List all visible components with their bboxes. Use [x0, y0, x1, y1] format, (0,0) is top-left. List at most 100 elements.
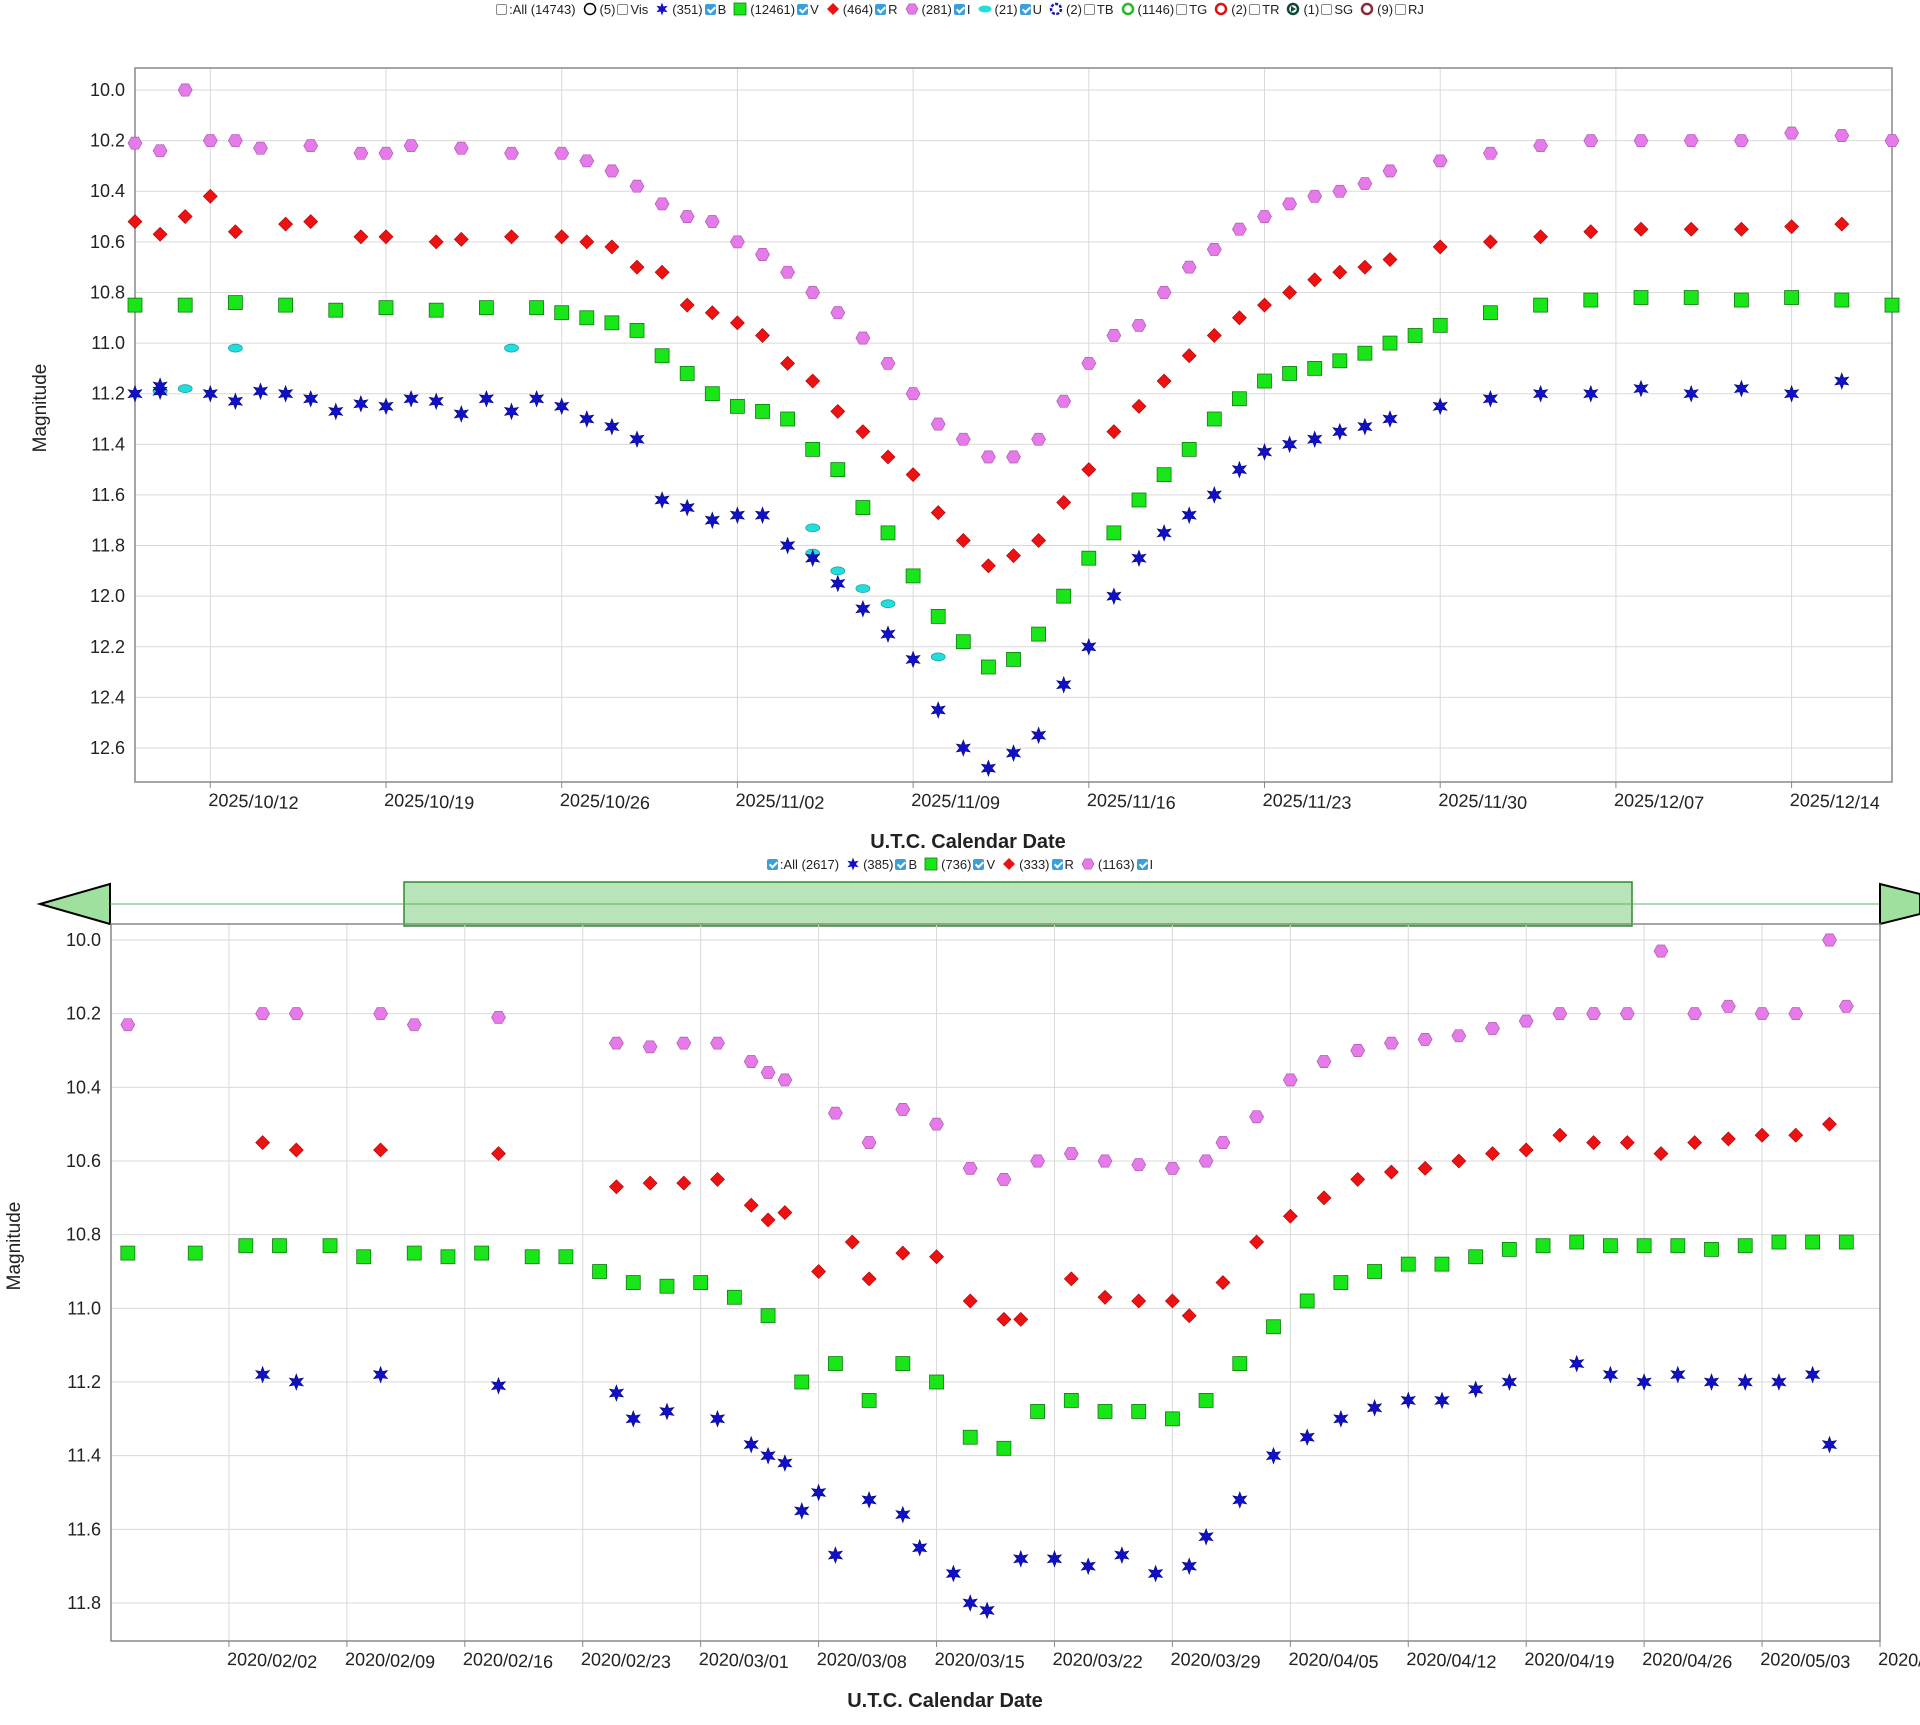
data-point-I	[1417, 1033, 1433, 1046]
range-navigator[interactable]	[36, 881, 1920, 927]
navigator-right-arrow[interactable]	[1879, 882, 1920, 926]
data-point-R	[654, 264, 670, 280]
y-tick-label: 11.2	[67, 1372, 101, 1392]
data-point-R	[830, 403, 846, 419]
data-point-I	[504, 146, 519, 160]
data-point-I	[1257, 210, 1272, 223]
data-point-R	[1482, 234, 1498, 250]
legend-label: I	[1149, 856, 1154, 872]
data-point-B	[1333, 1409, 1349, 1428]
y-tick-label: 11.0	[91, 333, 125, 353]
legend-checkbox[interactable]	[1051, 858, 1063, 870]
data-point-B	[1366, 1398, 1383, 1417]
data-point-B	[478, 389, 495, 408]
data-point-V	[1299, 1293, 1315, 1309]
series-V	[127, 290, 1900, 675]
data-point-B	[704, 511, 720, 530]
y-tick-label: 10.6	[66, 1151, 101, 1171]
legend-checkbox[interactable]	[1019, 3, 1031, 15]
legend-checkbox[interactable]	[1176, 3, 1188, 15]
data-point-R	[152, 226, 168, 242]
data-point-R	[642, 1175, 658, 1191]
legend-label: :All (14743)	[509, 1, 576, 17]
navigator-left-arrow[interactable]	[36, 882, 111, 926]
legend-checkbox[interactable]	[704, 3, 716, 15]
y-tick-label: 10.2	[90, 131, 125, 151]
data-point-B	[1532, 384, 1549, 403]
data-point-V	[1156, 467, 1172, 483]
data-point-I	[453, 141, 469, 155]
legend-checkbox[interactable]	[1395, 3, 1407, 15]
data-point-B	[1030, 726, 1047, 745]
data-point-V	[1407, 328, 1423, 343]
legend-entry: (21) U	[977, 2, 1042, 17]
data-point-U	[855, 584, 871, 593]
legend-label: TG	[1189, 1, 1208, 17]
data-point-R	[255, 1135, 271, 1151]
legend-checkbox[interactable]	[1083, 3, 1095, 15]
data-point-V	[855, 500, 871, 515]
legend-checkbox[interactable]	[875, 3, 887, 15]
legend-checkbox[interactable]	[617, 3, 629, 15]
legend-checkbox[interactable]	[953, 3, 965, 15]
data-point-B	[659, 1402, 675, 1421]
data-point-R	[777, 1205, 793, 1220]
data-point-B	[827, 1546, 844, 1564]
data-point-I	[676, 1036, 692, 1050]
data-point-I	[710, 1036, 725, 1050]
legend-entry: (2) TB	[1048, 2, 1114, 17]
data-point-R	[177, 209, 193, 224]
data-point-B	[729, 506, 746, 525]
data-point-V	[895, 1356, 911, 1371]
data-point-B	[1400, 1391, 1416, 1410]
legend-checkbox[interactable]	[766, 858, 778, 870]
x-tick-label: 2025/10/19	[384, 790, 475, 813]
legend-checkbox[interactable]	[797, 3, 809, 15]
data-point-B	[554, 397, 570, 416]
data-point-B	[490, 1376, 507, 1395]
x-tick-label: 2020/02/23	[581, 1649, 672, 1672]
legend-checkbox[interactable]	[895, 858, 907, 870]
data-point-R	[805, 373, 821, 389]
data-point-I	[1619, 1007, 1635, 1021]
legend-checkbox[interactable]	[496, 3, 508, 15]
data-point-B	[1703, 1373, 1720, 1391]
data-point-B	[1181, 1557, 1197, 1576]
data-point-B	[654, 491, 670, 509]
data-point-R	[929, 1249, 944, 1265]
ellipse-marker-icon	[978, 5, 992, 13]
data-point-R	[710, 1171, 725, 1187]
data-point-V	[187, 1245, 203, 1261]
data-point-I	[1822, 933, 1837, 947]
data-point-I	[1720, 999, 1736, 1013]
data-point-R	[1249, 1234, 1265, 1250]
data-point-R	[844, 1234, 860, 1250]
legend-checkbox[interactable]	[973, 858, 985, 870]
light-curve-chart-2025: 10.0 10.2 10.4 10.6 10.8 11.0 11.2 11.4 11.6 11.8…	[30, 67, 1900, 853]
data-point-B	[579, 410, 595, 428]
x-tick-label: 2025/12/14	[1789, 790, 1880, 813]
data-point-B	[1206, 486, 1222, 504]
data-point-R	[1533, 229, 1549, 245]
data-point-I	[1784, 126, 1800, 140]
data-point-B	[805, 549, 821, 568]
data-point-B	[945, 1564, 962, 1583]
legend-checkbox[interactable]	[1321, 3, 1333, 15]
data-point-R	[1307, 272, 1323, 288]
vis-marker-icon	[583, 2, 596, 16]
data-point-I	[629, 179, 645, 193]
data-point-I	[880, 356, 896, 370]
data-point-R	[1834, 216, 1850, 232]
legend-entry: (1163) I	[1080, 857, 1153, 872]
data-point-B	[1501, 1373, 1518, 1391]
data-point-V	[1834, 292, 1850, 308]
series-R	[127, 188, 1850, 574]
legend-checkbox[interactable]	[1136, 858, 1148, 870]
data-point-V	[805, 441, 821, 457]
legend-checkbox[interactable]	[1249, 3, 1261, 15]
data-point-V	[529, 300, 544, 316]
data-point-I	[1653, 944, 1669, 958]
data-point-B	[1147, 1564, 1164, 1583]
data-point-B	[303, 389, 319, 408]
data-point-R	[1653, 1146, 1669, 1162]
